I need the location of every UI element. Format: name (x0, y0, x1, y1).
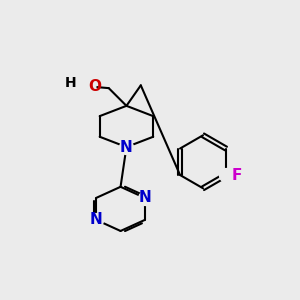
Text: H: H (65, 76, 76, 90)
Text: N: N (90, 212, 103, 227)
Text: O: O (88, 79, 101, 94)
Text: N: N (120, 140, 133, 154)
Text: N: N (138, 190, 151, 205)
Text: F: F (232, 167, 242, 182)
